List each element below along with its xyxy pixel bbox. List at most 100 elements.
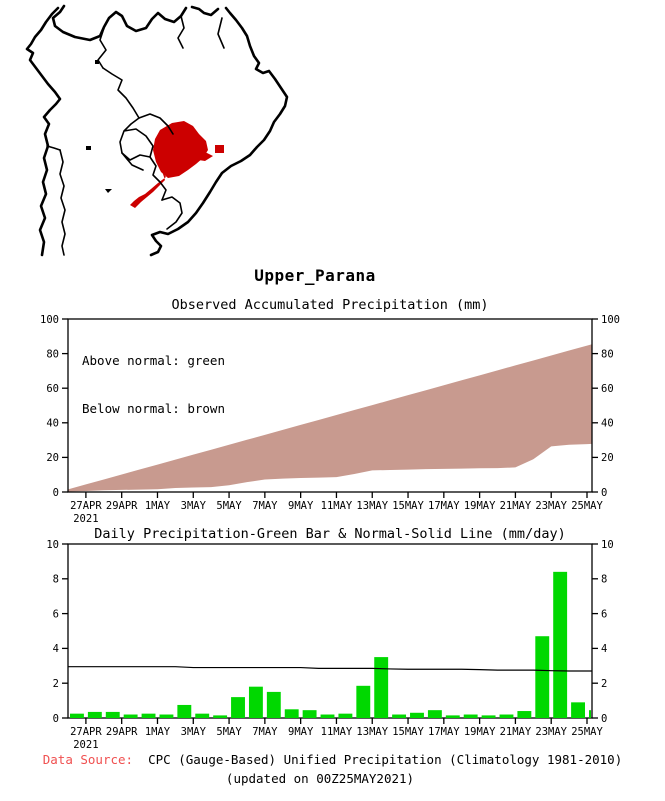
y-tick-label-right: 60 — [601, 383, 614, 395]
y-tick-label-right: 100 — [601, 314, 620, 326]
daily-precip-bar — [410, 712, 424, 718]
map-country-borders — [46, 15, 225, 256]
updated-line: (updated on 00Z25MAY2021) — [225, 771, 415, 786]
y-tick-label-left: 40 — [46, 418, 59, 430]
x-tick-label: 17MAY — [428, 500, 460, 512]
map-coastline — [25, 4, 289, 257]
plot-frame — [67, 318, 593, 493]
daily-precip-bar — [463, 714, 478, 718]
x-tick-label: 29APR — [106, 500, 138, 512]
data-source-text: CPC (Gauge-Based) Unified Precipitation … — [133, 752, 623, 767]
daily-precip-bar — [338, 713, 353, 718]
y-tick-label-right: 8 — [601, 574, 607, 586]
daily-precip-bar — [356, 685, 371, 718]
y-tick-label-left: 20 — [46, 452, 59, 464]
y-tick-label-right: 6 — [601, 608, 607, 620]
y-tick-label-left: 2 — [53, 678, 59, 690]
daily-precip-bar — [195, 713, 210, 718]
y-tick-label-left: 4 — [53, 643, 59, 655]
daily-precip-bar — [374, 657, 389, 718]
accumulated-chart-legend: Above normal: green Below normal: brown — [82, 321, 225, 433]
y-tick-label-right: 2 — [601, 678, 607, 690]
x-tick-label: 7MAY — [252, 500, 278, 512]
daily-precip-bar — [571, 702, 585, 718]
daily-precip-bar — [499, 714, 514, 718]
page-title: Upper_Parana — [254, 266, 376, 285]
x-tick-label: 27APR — [70, 726, 102, 738]
below-normal-area — [68, 344, 592, 492]
x-tick-label: 9MAY — [288, 726, 314, 738]
daily-precip-bar — [213, 715, 228, 718]
x-tick-label: 21MAY — [500, 726, 532, 738]
x-tick-label: 15MAY — [392, 500, 424, 512]
x-year-label: 2021 — [73, 513, 98, 525]
x-tick-label: 3MAY — [181, 726, 207, 738]
daily-precip-bar — [302, 710, 317, 718]
daily-precip-bar — [177, 704, 192, 718]
y-tick-label-right: 20 — [601, 452, 614, 464]
x-tick-label: 5MAY — [216, 726, 242, 738]
daily-precip-bar — [392, 714, 407, 718]
daily-precip-bar — [535, 636, 550, 718]
x-tick-label: 17MAY — [428, 726, 460, 738]
x-tick-label: 11MAY — [321, 726, 353, 738]
y-tick-label-left: 60 — [46, 383, 59, 395]
daily-precip-bar — [284, 709, 299, 718]
y-tick-label-left: 6 — [53, 608, 59, 620]
legend-below-normal: Below normal: brown — [82, 401, 225, 416]
y-tick-label-right: 0 — [601, 487, 607, 499]
x-tick-label: 25MAY — [571, 500, 603, 512]
y-tick-label-left: 10 — [46, 539, 59, 551]
daily-chart-title: Daily Precipitation-Green Bar & Normal-S… — [94, 526, 566, 542]
daily-precip-bar — [266, 691, 281, 718]
accumulated-chart-title: Observed Accumulated Precipitation (mm) — [171, 297, 489, 313]
y-tick-label-right: 80 — [601, 348, 614, 360]
x-tick-label: 23MAY — [535, 500, 567, 512]
daily-precip-bar — [87, 711, 102, 718]
daily-precip-bar — [427, 710, 442, 718]
x-tick-label: 15MAY — [392, 726, 424, 738]
y-tick-label-left: 8 — [53, 574, 59, 586]
y-tick-label-right: 40 — [601, 418, 614, 430]
x-tick-label: 19MAY — [464, 726, 496, 738]
y-tick-label-right: 10 — [601, 539, 614, 551]
daily-precip-bar — [320, 714, 335, 718]
x-tick-label: 1MAY — [145, 500, 171, 512]
daily-precip-bar — [159, 714, 174, 718]
daily-precip-bar — [70, 713, 84, 718]
x-tick-label: 7MAY — [252, 726, 278, 738]
map-red-region — [130, 121, 224, 208]
x-tick-label: 3MAY — [181, 500, 207, 512]
region-locator-map — [25, 4, 289, 257]
y-tick-label-left: 100 — [40, 314, 59, 326]
legend-above-normal: Above normal: green — [82, 353, 225, 368]
x-tick-label: 21MAY — [500, 500, 532, 512]
x-tick-label: 19MAY — [464, 500, 496, 512]
x-tick-label: 23MAY — [535, 726, 567, 738]
x-tick-label: 11MAY — [321, 500, 353, 512]
data-source-label: Data Source: — [42, 752, 134, 767]
x-tick-label: 1MAY — [145, 726, 171, 738]
daily-precip-bar — [589, 710, 591, 718]
x-tick-label: 29APR — [106, 726, 138, 738]
x-tick-label: 13MAY — [356, 500, 388, 512]
y-tick-label-left: 0 — [53, 487, 59, 499]
daily-precip-bar — [123, 714, 138, 718]
plot-frame — [67, 543, 593, 719]
x-tick-label: 5MAY — [216, 500, 242, 512]
y-tick-label-left: 80 — [46, 348, 59, 360]
daily-precip-bar — [105, 711, 120, 718]
daily-precip-bar — [517, 711, 532, 718]
daily-precip-bar — [553, 571, 568, 718]
map-island-dots — [86, 60, 112, 193]
x-tick-label: 27APR — [70, 500, 102, 512]
y-tick-label-left: 0 — [53, 713, 59, 725]
y-tick-label-right: 4 — [601, 643, 607, 655]
x-tick-label: 9MAY — [288, 500, 314, 512]
daily-precip-bar — [481, 715, 496, 718]
daily-precip-bar — [141, 713, 156, 718]
daily-precip-bar — [231, 697, 245, 718]
